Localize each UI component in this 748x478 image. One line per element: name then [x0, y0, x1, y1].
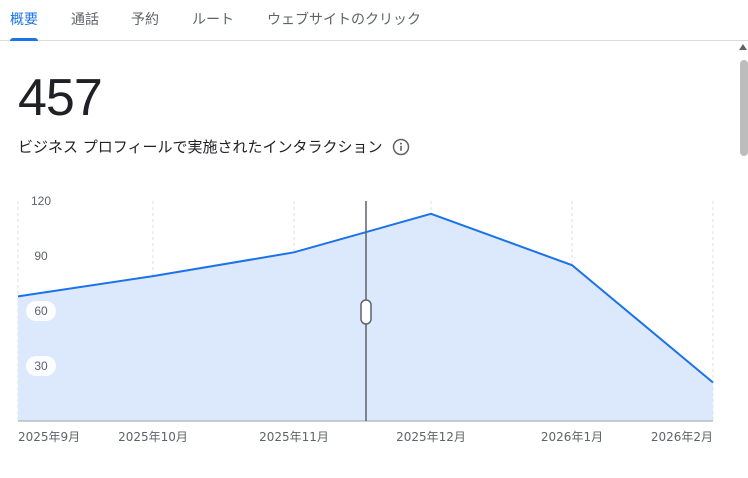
total-interactions-value: 457 [18, 69, 103, 127]
interactions-chart: 30 60 90 120 2025年9月 2025年10月 2025年11月 2025年12月… [17, 191, 714, 444]
y-tick-label-bg [26, 191, 56, 211]
x-tick-label: 2026年2月 [651, 430, 713, 444]
tab-bar: 概要 通話 予約 ルート ウェブサイトのクリック [0, 0, 748, 41]
tab-bookings-label: 予約 [131, 12, 159, 28]
tab-directions[interactable]: ルート [192, 9, 234, 41]
metric-label: ビジネス プロフィールで実施されたインタラクション [18, 136, 410, 157]
x-tick-label: 2025年9月 [18, 430, 80, 444]
x-tick-label: 2025年11月 [259, 430, 329, 444]
series-line [17, 212, 714, 384]
tab-website-clicks[interactable]: ウェブサイトのクリック [267, 9, 421, 41]
tab-calls[interactable]: 通話 [71, 9, 99, 41]
scroll-up-arrow-icon[interactable] [739, 44, 747, 50]
tab-website-clicks-label: ウェブサイトのクリック [267, 12, 421, 28]
x-tick-label: 2026年1月 [541, 430, 603, 444]
tab-directions-label: ルート [192, 12, 234, 28]
y-tick-label: 120 [31, 194, 51, 208]
info-icon[interactable] [392, 138, 410, 156]
x-tick-label: 2025年12月 [396, 430, 466, 444]
tab-bookings[interactable]: 予約 [131, 9, 159, 41]
y-tick-label-bg [26, 356, 56, 376]
y-tick-label-bg [26, 301, 56, 321]
y-tick-label-bg [26, 246, 56, 266]
scrollbar-thumb[interactable] [740, 60, 748, 156]
active-tab-indicator [10, 38, 38, 41]
metric-label-text: ビジネス プロフィールで実施されたインタラクション [18, 138, 383, 156]
y-tick-label: 30 [34, 359, 48, 373]
tab-calls-label: 通話 [71, 12, 99, 28]
y-tick-label: 90 [34, 249, 48, 263]
tab-overview-label: 概要 [10, 12, 38, 28]
chart-cursor-handle[interactable] [360, 299, 372, 325]
x-tick-label: 2025年10月 [118, 430, 188, 444]
tab-overview[interactable]: 概要 [10, 9, 38, 41]
y-tick-label: 60 [34, 304, 48, 318]
